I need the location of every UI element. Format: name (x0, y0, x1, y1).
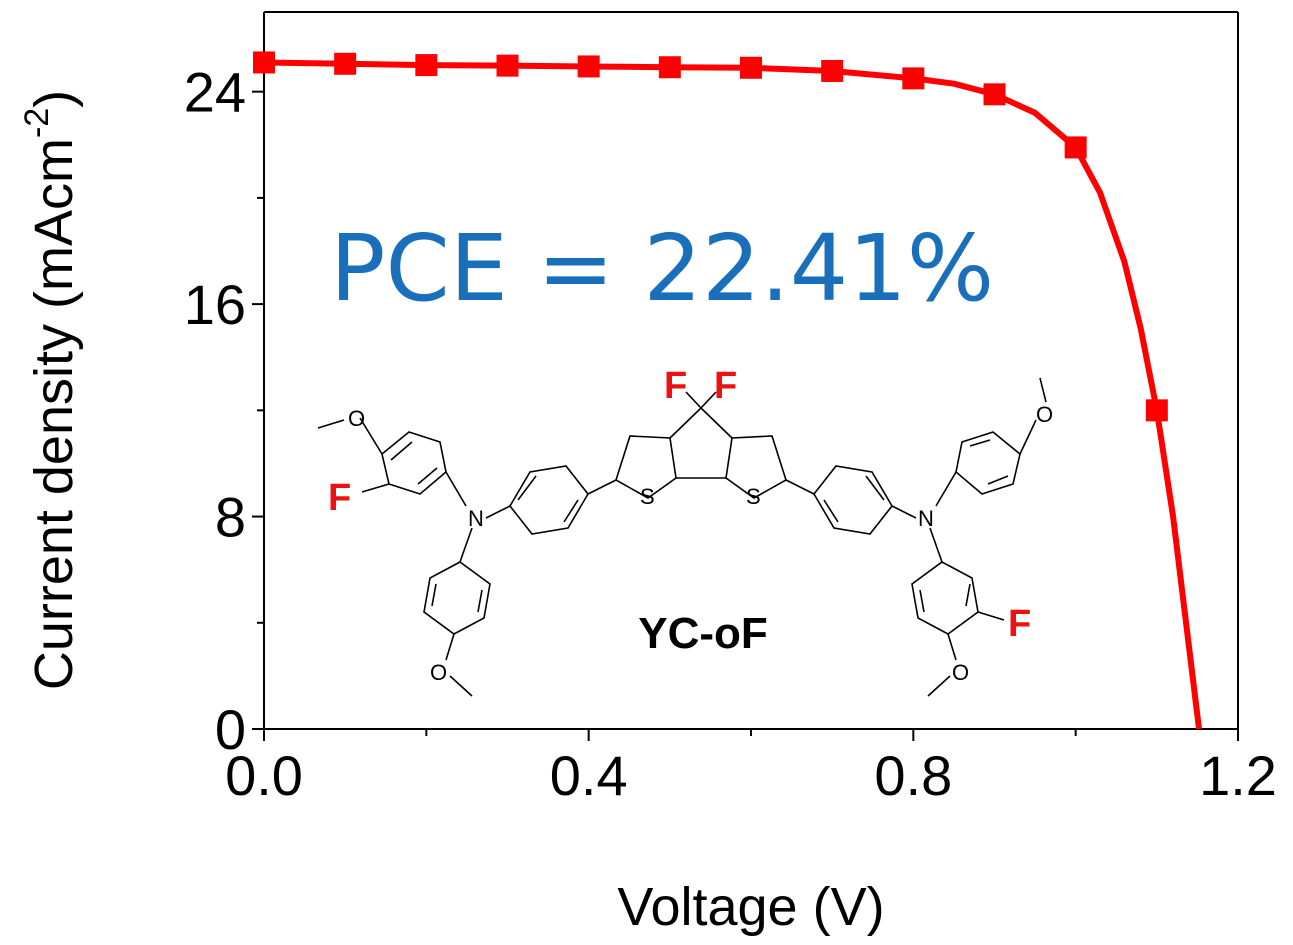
y-tick-label: 24 (184, 61, 246, 124)
oxygen-label: O (952, 660, 969, 685)
fluorine-label: F (664, 365, 687, 407)
molecule-structure: O F N O S S F F (317, 365, 1053, 697)
data-point-marker (1064, 136, 1087, 159)
series-layer (253, 51, 1203, 730)
pce-annotation: PCE = 22.41% (330, 215, 994, 322)
y-axis-title-sup: -2 (18, 108, 56, 138)
x-tick-label: 0.4 (550, 744, 628, 807)
data-point-marker (415, 54, 438, 77)
data-point-marker (740, 56, 762, 79)
data-point-marker (821, 59, 844, 82)
y-axis-ticks: 0 8 16 24 (184, 61, 264, 761)
data-point-marker (496, 54, 519, 77)
y-axis-title: Current density (mAcm-2) (18, 90, 84, 690)
series-line (263, 59, 1203, 730)
x-tick-label: 1.2 (1199, 744, 1277, 807)
y-tick-label: 8 (215, 486, 246, 549)
oxygen-label: O (348, 406, 365, 431)
y-tick-label: 16 (184, 273, 246, 336)
y-axis-title-close: ) (24, 90, 84, 108)
y-tick-label: 0 (215, 698, 246, 761)
x-tick-label: 0.8 (874, 744, 952, 807)
data-point-marker (658, 56, 681, 79)
nitrogen-label: N (468, 506, 484, 531)
oxygen-label: O (1036, 402, 1053, 427)
x-axis-title: Voltage (V) (617, 877, 884, 937)
sulfur-label: S (746, 484, 761, 509)
fluorine-label: F (714, 365, 737, 407)
nitrogen-label: N (918, 506, 934, 531)
data-point-marker (253, 51, 275, 74)
x-axis-ticks: 0.0 0.4 0.8 1.2 (225, 729, 1277, 807)
data-point-marker (577, 55, 600, 78)
y-axis-title-main: Current density (mAcm (24, 138, 84, 690)
data-point-marker (334, 52, 357, 75)
sulfur-label: S (640, 484, 655, 509)
data-point-marker (983, 83, 1006, 106)
fluorine-label: F (1008, 603, 1031, 645)
x-tick-label: 0.0 (225, 744, 303, 807)
fluorine-label: F (328, 477, 351, 519)
oxygen-label: O (430, 660, 447, 685)
data-point-marker (1145, 399, 1168, 422)
data-point-marker (902, 67, 925, 90)
molecule-name: YC-oF (638, 609, 768, 658)
